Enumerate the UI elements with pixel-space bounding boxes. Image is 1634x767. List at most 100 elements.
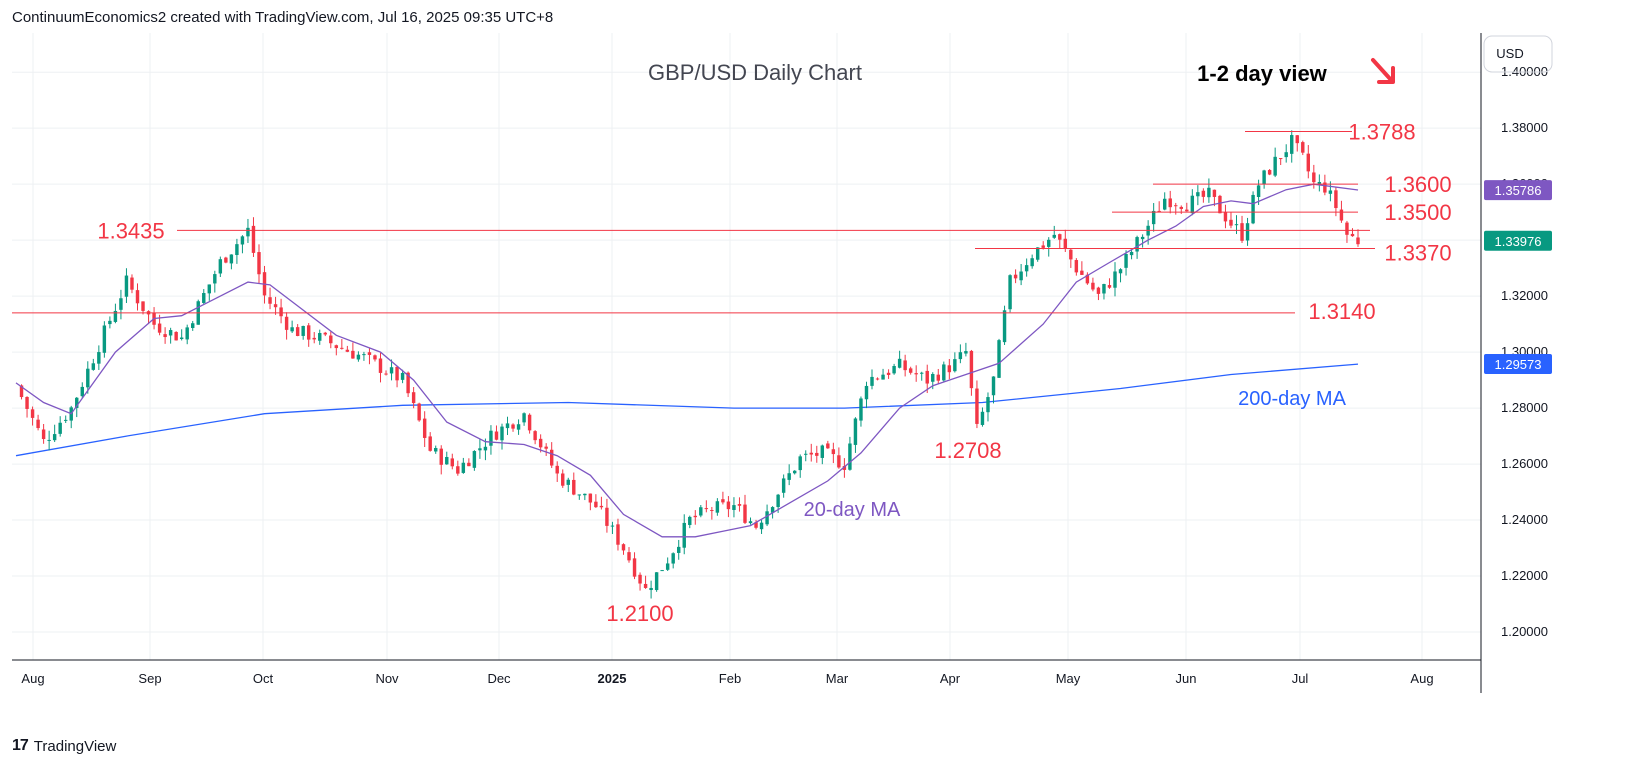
candle-body (754, 522, 758, 528)
candle-body (792, 470, 797, 474)
candle-body (91, 363, 96, 370)
candle-body (643, 583, 648, 588)
candle-body (798, 456, 802, 471)
candle-body (842, 466, 847, 470)
annotation-low-12100: 1.2100 (606, 601, 673, 626)
candle-body (411, 392, 416, 404)
x-tick-label: 2025 (598, 671, 627, 686)
candle-body (434, 448, 438, 452)
candle-body (677, 546, 681, 553)
candle-body (975, 388, 979, 424)
y-tick-label: 1.22000 (1501, 568, 1548, 583)
candle-body (168, 330, 173, 336)
candle-body (1245, 223, 1250, 241)
candle-body (373, 355, 377, 360)
price-tag-label: 1.33976 (1495, 234, 1542, 249)
x-tick-label: Aug (1410, 671, 1433, 686)
brand-name: TradingView (33, 737, 117, 755)
candle-body (213, 274, 217, 284)
candle-body (516, 424, 521, 430)
candle-body (914, 373, 918, 375)
x-tick-label: Sep (138, 671, 161, 686)
candle-body (875, 378, 880, 380)
candle-body (688, 516, 692, 525)
candle-body (737, 504, 742, 506)
candle-body (113, 310, 118, 322)
candle-body (157, 323, 162, 333)
candle-body (345, 349, 350, 352)
candle-body (257, 252, 261, 275)
candle-body (1212, 189, 1217, 197)
candle-body (908, 368, 913, 373)
candle-body (743, 504, 747, 523)
candle-body (566, 479, 570, 485)
candle-body (787, 473, 791, 480)
candle-body (489, 430, 493, 446)
candle-body (693, 515, 697, 518)
candle-body (202, 293, 206, 303)
candle-body (986, 397, 990, 413)
candle-body (334, 345, 339, 349)
candle-body (1328, 190, 1333, 194)
candle-body (594, 501, 598, 508)
candle-body (1019, 271, 1023, 281)
candle-body (853, 418, 858, 445)
candle-body (1085, 274, 1090, 284)
candle-body (627, 552, 631, 561)
candle-body (544, 446, 548, 449)
x-tick-label: Nov (375, 671, 399, 686)
candle-body (649, 587, 653, 591)
candle-body (1157, 210, 1161, 212)
candle-body (312, 337, 316, 340)
candle-body (710, 510, 714, 512)
candle-body (240, 236, 245, 245)
level-label: 1.3600 (1384, 172, 1451, 197)
candle-body (726, 501, 731, 510)
candle-body (124, 275, 129, 297)
grid (12, 33, 1481, 660)
candle-body (406, 372, 410, 394)
candle-body (577, 494, 582, 496)
price-tag (1484, 230, 1552, 251)
candle-body (1312, 172, 1316, 183)
candle-body (936, 374, 940, 381)
candle-body (1135, 237, 1139, 252)
candle-body (1102, 284, 1106, 294)
candle-body (815, 452, 819, 456)
candle-body (301, 325, 305, 336)
level-label: 1.3435 (97, 218, 164, 243)
candle-body (621, 544, 626, 551)
candle-body (1002, 310, 1007, 343)
x-tick-label: Oct (253, 671, 274, 686)
candle-body (251, 225, 256, 253)
candle-body (1196, 192, 1200, 197)
candles (19, 130, 1360, 599)
candle-body (108, 320, 112, 325)
level-label: 1.3370 (1384, 241, 1451, 266)
candle-body (1091, 282, 1095, 290)
candle-body (1151, 210, 1156, 225)
candle-body (682, 522, 686, 548)
candle-body (340, 347, 344, 349)
candle-body (163, 334, 167, 338)
candle-body (417, 403, 421, 421)
candle-body (555, 465, 559, 474)
candle-body (1201, 190, 1206, 197)
candle-body (704, 508, 709, 510)
candle-body (969, 350, 974, 389)
candle-body (848, 443, 852, 470)
price-tags: 1.35786 1.33976 1.29573 (1484, 180, 1552, 375)
candle-body (86, 368, 90, 388)
candle-body (511, 424, 515, 429)
view-label: 1-2 day view (1197, 61, 1328, 86)
candle-body (997, 340, 1001, 378)
candle-body (660, 570, 664, 572)
candle-body (1350, 233, 1355, 237)
candle-body (1162, 198, 1167, 210)
candle-body (323, 332, 327, 335)
candle-body (572, 479, 576, 495)
candle-body (135, 290, 140, 304)
candle-body (881, 374, 885, 380)
candle-body (1306, 153, 1311, 172)
